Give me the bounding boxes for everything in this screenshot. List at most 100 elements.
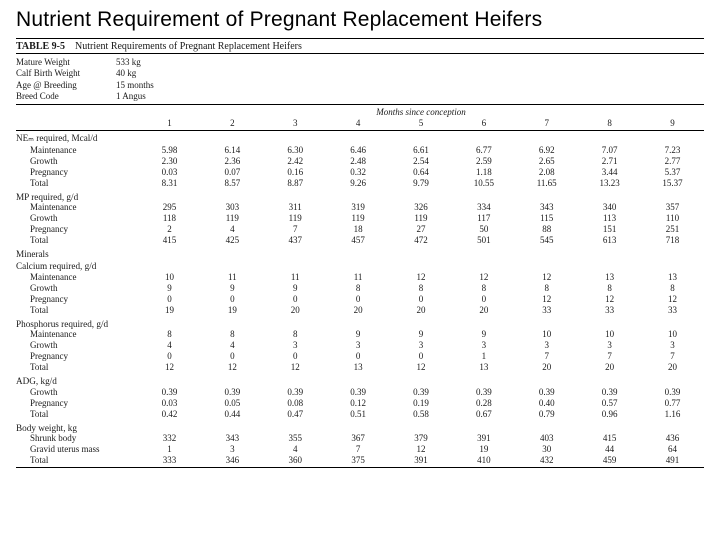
cell: 11 xyxy=(264,271,327,282)
cell: 0.58 xyxy=(390,408,453,421)
cell: 0 xyxy=(264,293,327,304)
cell: 0 xyxy=(390,293,453,304)
row-label: Growth xyxy=(16,340,138,351)
row-label: Growth xyxy=(16,282,138,293)
row-label: Maintenance xyxy=(16,271,138,282)
cell: 357 xyxy=(641,202,704,213)
row-label: Pregnancy xyxy=(16,166,138,177)
row-label: Total xyxy=(16,408,138,421)
cell: 0.67 xyxy=(452,408,515,421)
cell: 0.39 xyxy=(641,386,704,397)
cell: 50 xyxy=(452,224,515,235)
cell: 7 xyxy=(264,224,327,235)
cell: 11 xyxy=(327,271,390,282)
cell: 2.36 xyxy=(201,155,264,166)
row-label: Gravid uterus mass xyxy=(16,444,138,455)
cell: 8 xyxy=(515,282,578,293)
cell: 425 xyxy=(201,235,264,248)
row-label: Maintenance xyxy=(16,329,138,340)
cell: 20 xyxy=(327,304,390,317)
cell: 0.03 xyxy=(138,166,201,177)
cell: 0.16 xyxy=(264,166,327,177)
cell: 3 xyxy=(515,340,578,351)
table-number: TABLE 9-5 xyxy=(16,41,65,52)
cell: 15.37 xyxy=(641,177,704,190)
cell: 44 xyxy=(578,444,641,455)
cell: 20 xyxy=(390,304,453,317)
cell: 0.47 xyxy=(264,408,327,421)
cell: 491 xyxy=(641,455,704,468)
cell: 0.39 xyxy=(138,386,201,397)
row-label: Pregnancy xyxy=(16,293,138,304)
cell: 11.65 xyxy=(515,177,578,190)
cell: 457 xyxy=(327,235,390,248)
cell: 501 xyxy=(452,235,515,248)
cell: 0.51 xyxy=(327,408,390,421)
cell: 8 xyxy=(327,282,390,293)
cell: 355 xyxy=(264,433,327,444)
row-label: Total xyxy=(16,362,138,375)
cell: 437 xyxy=(264,235,327,248)
cell: 0 xyxy=(327,293,390,304)
cell: 432 xyxy=(515,455,578,468)
cell: 0.42 xyxy=(138,408,201,421)
table-title: Nutrient Requirements of Pregnant Replac… xyxy=(75,41,302,52)
cell: 3 xyxy=(201,444,264,455)
cell: 332 xyxy=(138,433,201,444)
row-label: Growth xyxy=(16,155,138,166)
cell: 375 xyxy=(327,455,390,468)
section-header: MP required, g/d xyxy=(16,190,704,202)
cell: 0 xyxy=(201,351,264,362)
row-label: Total xyxy=(16,455,138,468)
cell: 7 xyxy=(641,351,704,362)
cell: 12 xyxy=(515,271,578,282)
cell: 8 xyxy=(390,282,453,293)
cell: 2.65 xyxy=(515,155,578,166)
cell: 10 xyxy=(515,329,578,340)
cell: 545 xyxy=(515,235,578,248)
cell: 7.23 xyxy=(641,144,704,155)
cell: 8 xyxy=(138,329,201,340)
cell: 0 xyxy=(390,351,453,362)
cell: 33 xyxy=(578,304,641,317)
cell: 0.77 xyxy=(641,397,704,408)
cell: 0 xyxy=(201,293,264,304)
cell: 1.18 xyxy=(452,166,515,177)
cell: 403 xyxy=(515,433,578,444)
cell: 11 xyxy=(201,271,264,282)
row-label: Maintenance xyxy=(16,202,138,213)
cell: 10.55 xyxy=(452,177,515,190)
cell: 0.32 xyxy=(327,166,390,177)
cell: 0.79 xyxy=(515,408,578,421)
cell: 2.08 xyxy=(515,166,578,177)
cell: 319 xyxy=(327,202,390,213)
row-label: Total xyxy=(16,235,138,248)
cell: 12 xyxy=(138,362,201,375)
cell: 30 xyxy=(515,444,578,455)
row-label: Shrunk body xyxy=(16,433,138,444)
cell: 12 xyxy=(578,293,641,304)
cell: 118 xyxy=(138,213,201,224)
cell: 12 xyxy=(515,293,578,304)
cell: 0 xyxy=(327,351,390,362)
cell: 0.39 xyxy=(452,386,515,397)
cell: 0.39 xyxy=(515,386,578,397)
cell: 19 xyxy=(201,304,264,317)
cell: 2.30 xyxy=(138,155,201,166)
row-label: Total xyxy=(16,304,138,317)
cell: 4 xyxy=(201,340,264,351)
cell: 391 xyxy=(452,433,515,444)
cell: 334 xyxy=(452,202,515,213)
cell: 7 xyxy=(327,444,390,455)
meta-value: 40 kg xyxy=(116,68,206,79)
section-header: NEₘ required, Mcal/d xyxy=(16,131,704,145)
cell: 8 xyxy=(452,282,515,293)
cell: 8.31 xyxy=(138,177,201,190)
section-header: Minerals xyxy=(16,247,704,259)
cell: 6.30 xyxy=(264,144,327,155)
cell: 0.39 xyxy=(201,386,264,397)
cell: 88 xyxy=(515,224,578,235)
cell: 3 xyxy=(641,340,704,351)
cell: 110 xyxy=(641,213,704,224)
cell: 4 xyxy=(264,444,327,455)
